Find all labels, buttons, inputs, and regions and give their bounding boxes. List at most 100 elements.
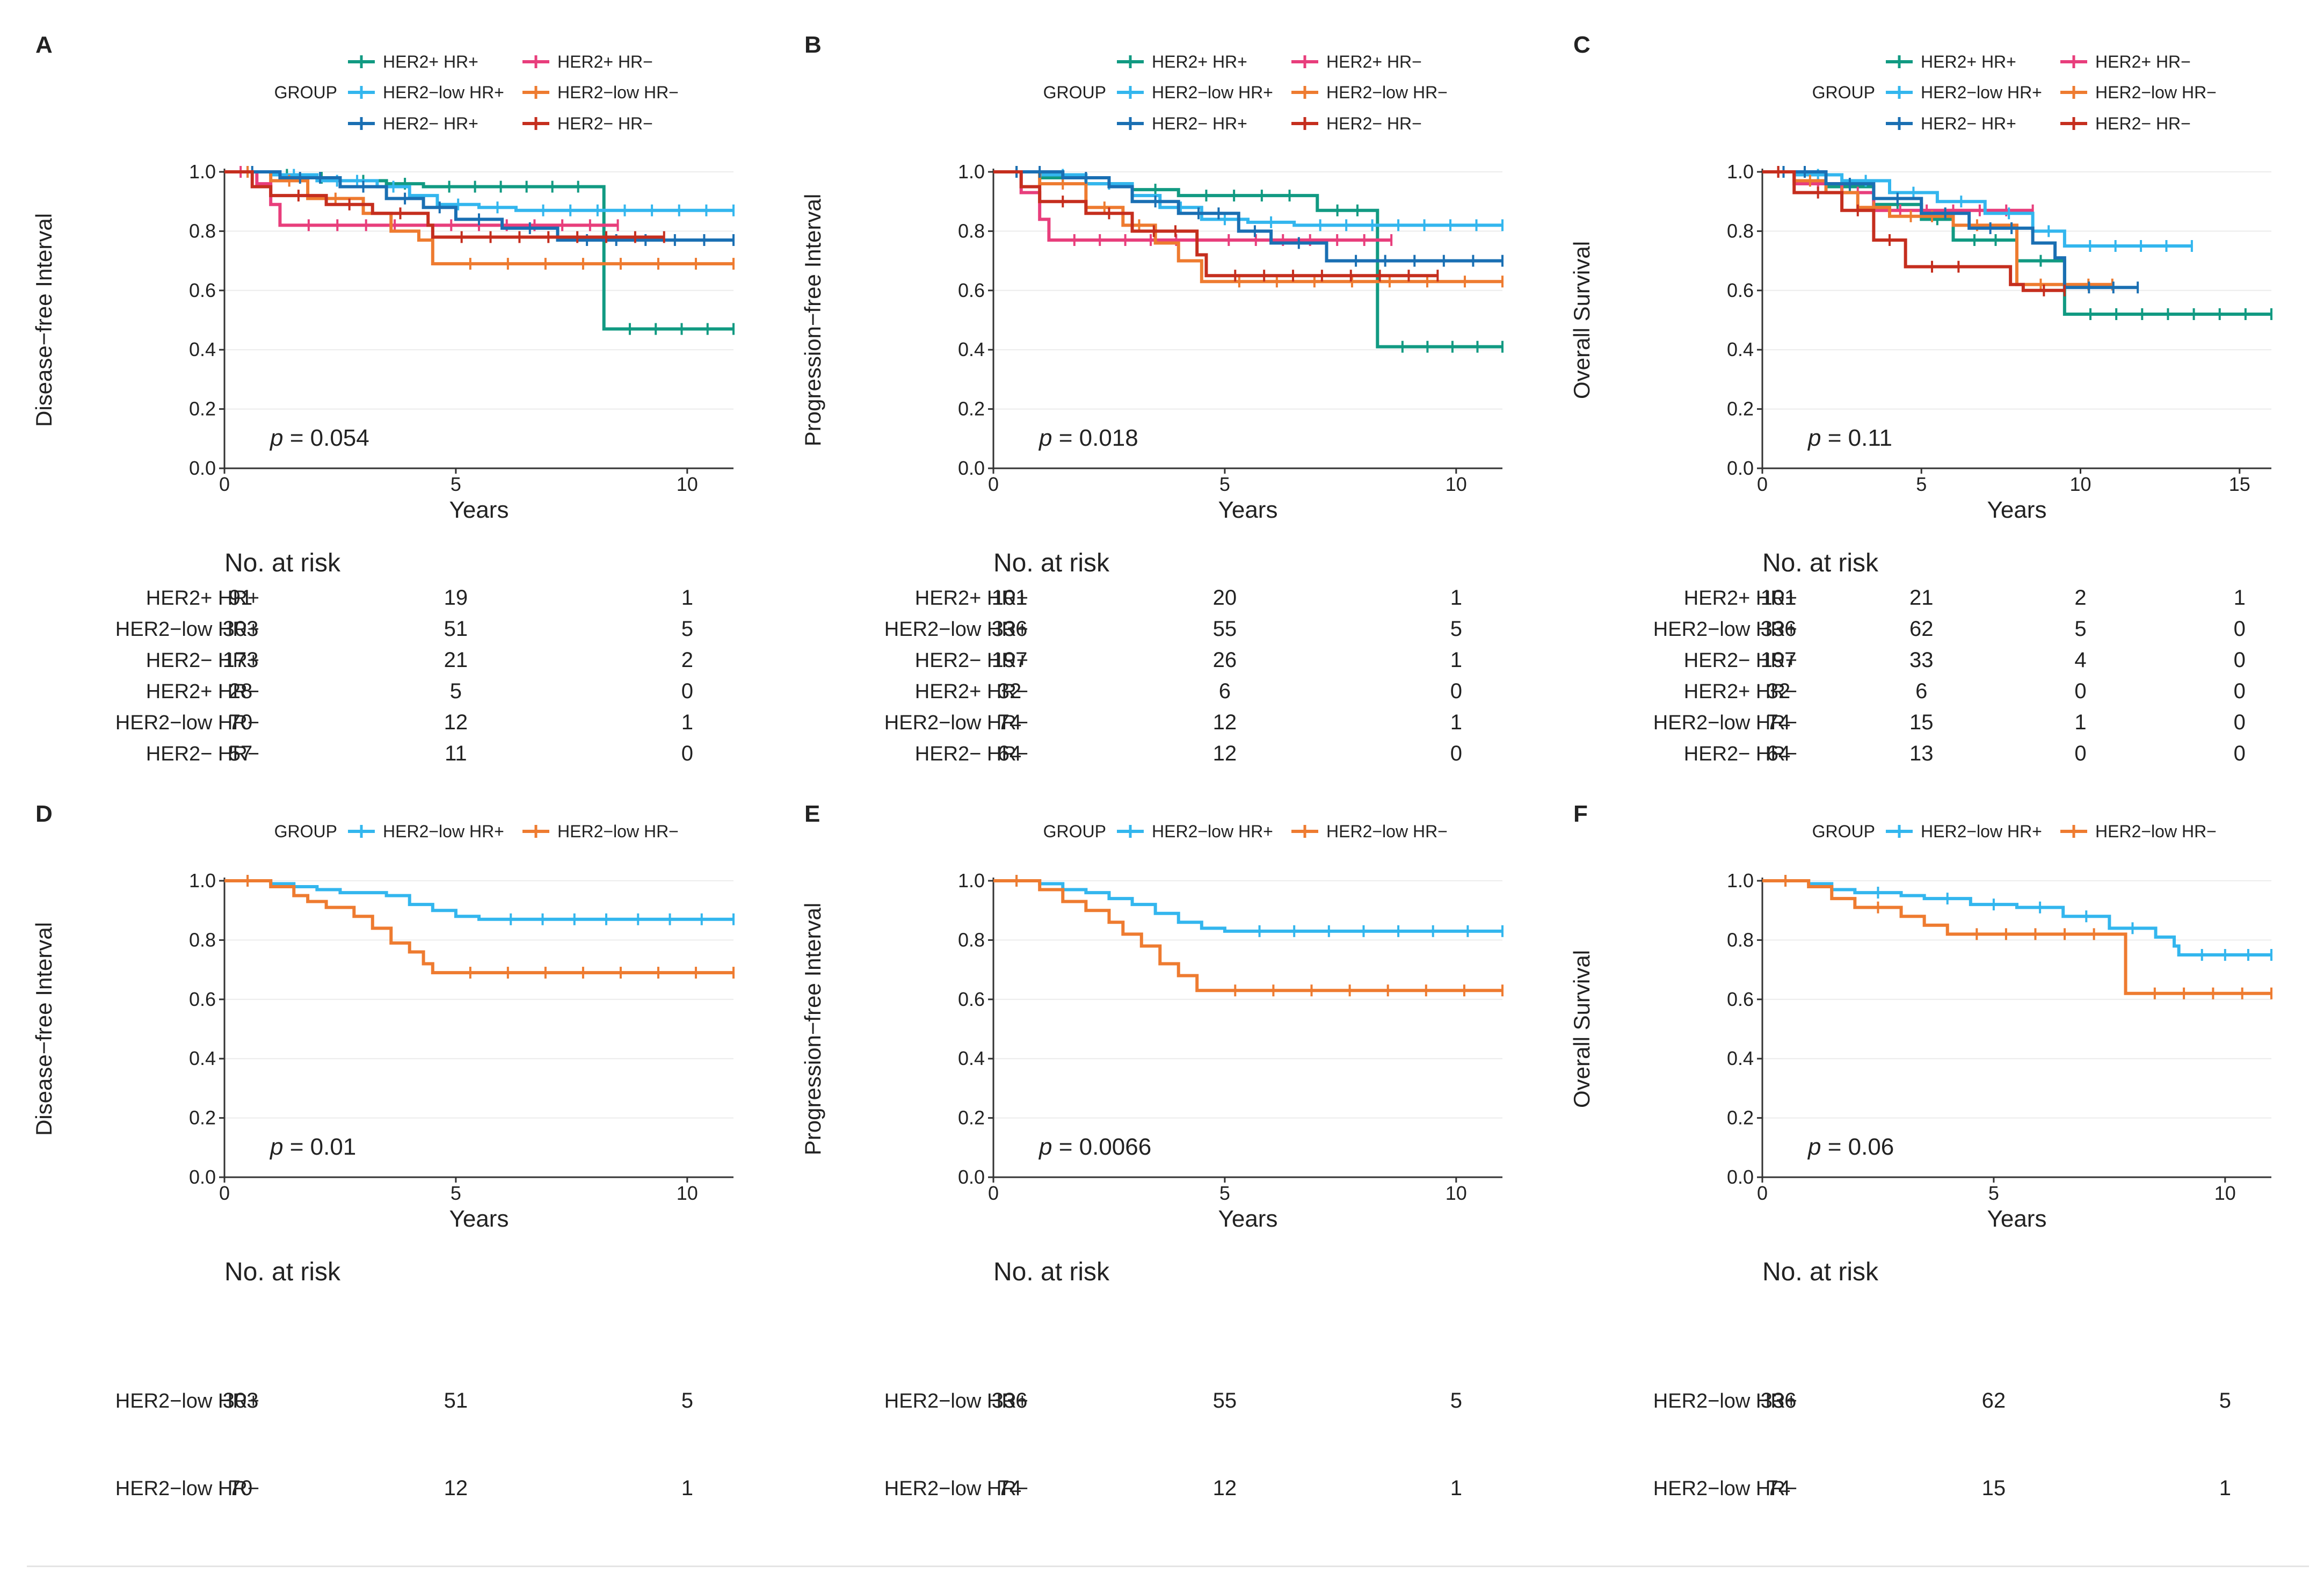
y-tick-label: 0.6	[958, 988, 985, 1010]
risk-value: 0	[2234, 617, 2246, 641]
y-axis-label: Disease−free Interval	[31, 922, 56, 1136]
x-axis-label: Years	[1218, 497, 1278, 523]
x-tick-label: 10	[2069, 473, 2091, 495]
panel-a: A0.00.20.40.60.81.00 5 10YearsDisease−free…	[31, 32, 735, 765]
p-value-symbol: p	[1807, 1134, 1821, 1160]
km-curve-her2pos-hrneg	[224, 170, 618, 227]
x-tick-label: 0	[1757, 473, 1768, 495]
legend-label-her2neg-hrpos: HER2− HR+	[1921, 114, 2016, 133]
p-value-number: = 0.054	[283, 425, 369, 451]
y-tick-label: 0.2	[1727, 1107, 1754, 1129]
risk-value: 13	[1909, 742, 1934, 765]
risk-value: 5	[2219, 1389, 2231, 1412]
x-tick-label: 5	[1988, 1182, 1999, 1204]
risk-value: 197	[1761, 648, 1797, 672]
legend-label-her2pos-hrneg: HER2+ HR−	[1326, 52, 1422, 71]
risk-value: 91	[229, 586, 253, 610]
risk-value: 21	[444, 648, 468, 672]
y-tick-label: 0.8	[958, 929, 985, 951]
risk-value: 70	[229, 1476, 253, 1500]
y-tick-label: 1.0	[958, 161, 985, 183]
y-tick-label: 1.0	[189, 869, 216, 892]
p-value-label: p = 0.01	[269, 1134, 356, 1160]
risk-row-label-her2pos-hrpos: HER2+ HR+	[146, 587, 259, 610]
risk-value: 1	[1450, 586, 1462, 610]
risk-value: 12	[1213, 742, 1237, 765]
y-tick-label: 1.0	[958, 869, 985, 892]
risk-value: 20	[1213, 586, 1237, 610]
p-value-number: = 0.0066	[1052, 1134, 1151, 1160]
risk-row-label-her2neglow-hrneg: HER2−low HR−	[115, 712, 259, 734]
risk-row-label-her2neglow-hrneg: HER2−low HR−	[884, 712, 1028, 734]
x-tick-label: 15	[2229, 473, 2250, 495]
risk-value: 101	[1761, 586, 1797, 610]
risk-value: 5	[2074, 617, 2086, 641]
panel-d: D 0.0 0.2 0.4 0.6 0.8 1.0 0 5 10 Years Disease−free…	[31, 801, 735, 1500]
y-tick-label: 0.0	[1727, 457, 1754, 479]
legend: GROUP HER2+ HR+ HER2+ HR− HER2−low HR+ HER2−…	[1812, 52, 2217, 133]
risk-row-label-her2neg-hrneg: HER2− HR−	[146, 743, 259, 765]
y-axis-label: Progression−free Interval	[800, 194, 825, 446]
legend-label-her2neglow-hrneg: HER2−low HR−	[557, 822, 679, 841]
risk-value: 12	[1213, 1476, 1237, 1500]
risk-value: 101	[992, 586, 1028, 610]
risk-value: 0	[681, 742, 693, 765]
x-tick-label: 0	[219, 1182, 230, 1204]
risk-row-label-her2pos-hrpos: HER2+ HR+	[1684, 587, 1797, 610]
x-tick-label: 0	[219, 473, 230, 495]
risk-value: 0	[2074, 679, 2086, 703]
x-tick-label: 0	[988, 473, 999, 495]
risk-value: 62	[1909, 617, 1934, 641]
panel-f: F 0.0 0.2 0.4 0.6 0.8 1.0 0 5 10 Years Overall Surv…	[1569, 801, 2272, 1500]
p-value-label: p = 0.11	[1807, 425, 1892, 451]
y-tick-label: 0.0	[189, 457, 216, 479]
risk-value: 15	[1982, 1476, 2006, 1500]
risk-row-label-her2pos-hrpos: HER2+ HR+	[915, 587, 1028, 610]
x-tick-label: 10	[677, 473, 698, 495]
x-axis-label: Years	[1218, 1206, 1278, 1232]
p-value-symbol: p	[269, 425, 283, 451]
legend: GROUP HER2+ HR+ HER2+ HR− HER2−low HR+ HER2−…	[1043, 52, 1448, 133]
legend-label-her2neglow-hrpos: HER2−low HR+	[1921, 83, 2042, 102]
risk-value: 336	[1761, 617, 1797, 641]
risk-value: 1	[2234, 586, 2246, 610]
risk-row-label-her2neglow-hrneg: HER2−low HR−	[115, 1477, 259, 1500]
bottom-divider	[27, 1566, 2309, 1567]
p-value-symbol: p	[1038, 425, 1052, 451]
y-tick-label: 0.4	[1727, 338, 1754, 360]
km-curve-her2neglow-hrneg	[993, 879, 1502, 992]
risk-value: 64	[1767, 742, 1791, 765]
x-tick-label: 5	[1219, 1182, 1230, 1204]
risk-value: 197	[992, 648, 1028, 672]
risk-value: 1	[681, 586, 693, 610]
x-tick-label: 10	[1446, 473, 1467, 495]
y-tick-label: 0.4	[189, 338, 216, 360]
legend-title: GROUP	[1043, 822, 1106, 841]
y-axis-label: Progression−free Interval	[800, 903, 825, 1155]
legend-title: GROUP	[1043, 83, 1106, 102]
risk-row-label-her2neglow-hrpos: HER2−low HR+	[1653, 1390, 1797, 1412]
x-axis-label: Years	[1987, 497, 2047, 523]
legend-label-her2neg-hrpos: HER2− HR+	[1152, 114, 1247, 133]
legend-label-her2pos-hrpos: HER2+ HR+	[1152, 52, 1247, 71]
panel-label: B	[804, 32, 822, 58]
y-tick-label: 0.4	[958, 338, 985, 360]
risk-table-title: No. at risk	[993, 549, 1110, 577]
y-tick-label: 0.6	[189, 279, 216, 301]
y-tick-label: 0.0	[1727, 1166, 1754, 1188]
legend-label-her2pos-hrpos: HER2+ HR+	[383, 52, 478, 71]
risk-value: 5	[1450, 1389, 1462, 1412]
p-value-symbol: p	[1807, 425, 1821, 451]
risk-value: 1	[2219, 1476, 2231, 1500]
p-value-symbol: p	[1038, 1134, 1052, 1160]
risk-value: 336	[1761, 1389, 1797, 1412]
risk-table: No. at risk HER2−low HR+303 51 5 HER2−low HR…	[115, 1258, 693, 1500]
legend: GROUP HER2−low HR+ HER2−low HR−	[1043, 822, 1448, 841]
risk-value: 0	[2234, 648, 2246, 672]
panel-label: D	[35, 801, 53, 827]
risk-value: 1	[2074, 711, 2086, 734]
risk-row-label-her2neglow-hrneg: HER2−low HR−	[1653, 712, 1797, 734]
risk-value: 12	[444, 1476, 468, 1500]
risk-value: 0	[2234, 742, 2246, 765]
